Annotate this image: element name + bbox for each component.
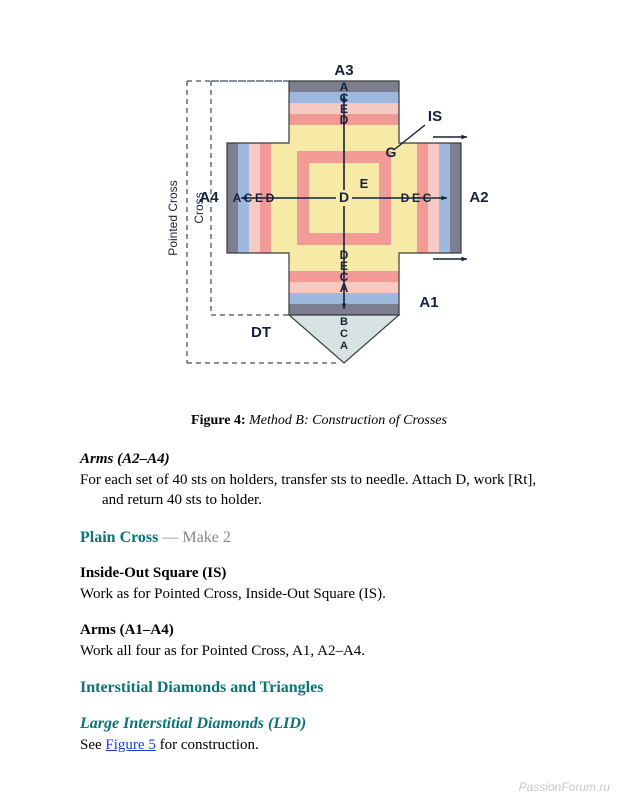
svg-text:A: A [340,281,349,295]
figure-5-link[interactable]: Figure 5 [105,737,155,753]
svg-text:A3: A3 [334,62,353,79]
svg-text:C: C [340,328,348,340]
plain-cross-heading: Plain Cross — Make 2 [80,529,558,547]
plain-cross-make: — Make 2 [158,529,230,546]
cross-diagram-svg: A3A2A4A1ISGDTDEACEDACEDDECDECABCAPointed… [129,20,509,400]
svg-text:E: E [412,191,420,205]
svg-text:DT: DT [251,324,271,341]
svg-text:D: D [266,191,275,205]
svg-text:G: G [386,144,397,160]
figure-diagram: A3A2A4A1ISGDTDEACEDACEDDECDECABCAPointed… [80,20,558,405]
svg-text:A: A [340,340,348,352]
svg-text:C: C [244,191,253,205]
is-heading: Inside-Out Square (IS) [80,565,558,582]
arms-heading: Arms (A2–A4) [80,451,558,468]
svg-text:Cross: Cross [192,192,206,223]
arms-line1: For each set of 40 sts on holders, trans… [80,472,536,488]
arms-a1a4-heading: Arms (A1–A4) [80,622,558,639]
svg-text:A1: A1 [419,294,438,311]
svg-text:E: E [255,191,263,205]
arms-a1a4-body: Work all four as for Pointed Cross, A1, … [80,641,558,661]
svg-text:E: E [360,176,369,191]
svg-text:IS: IS [428,108,442,125]
svg-text:Pointed Cross: Pointed Cross [166,180,180,255]
lid-after: for construction. [156,737,259,753]
lid-body: See Figure 5 for construction. [80,735,558,755]
lid-heading: Large Interstitial Diamonds (LID) [80,715,558,733]
interstitial-heading: Interstitial Diamonds and Triangles [80,679,558,697]
svg-text:D: D [339,189,349,205]
arms-body: For each set of 40 sts on holders, trans… [80,470,558,511]
svg-text:D: D [340,113,349,127]
figure-label: Figure 4: [191,413,246,428]
svg-text:C: C [423,191,432,205]
watermark: PassionForum.ru [519,780,610,794]
plain-cross-title: Plain Cross [80,529,158,546]
figure-desc: Method B: Construction of Crosses [249,413,447,428]
svg-text:A: A [233,191,242,205]
figure-caption: Figure 4: Method B: Construction of Cros… [80,413,558,429]
svg-text:B: B [340,316,348,328]
svg-text:D: D [401,191,410,205]
is-body: Work as for Pointed Cross, Inside-Out Sq… [80,584,558,604]
lid-see: See [80,737,105,753]
arms-line2: and return 40 sts to holder. [80,490,558,510]
svg-text:A2: A2 [469,189,488,206]
